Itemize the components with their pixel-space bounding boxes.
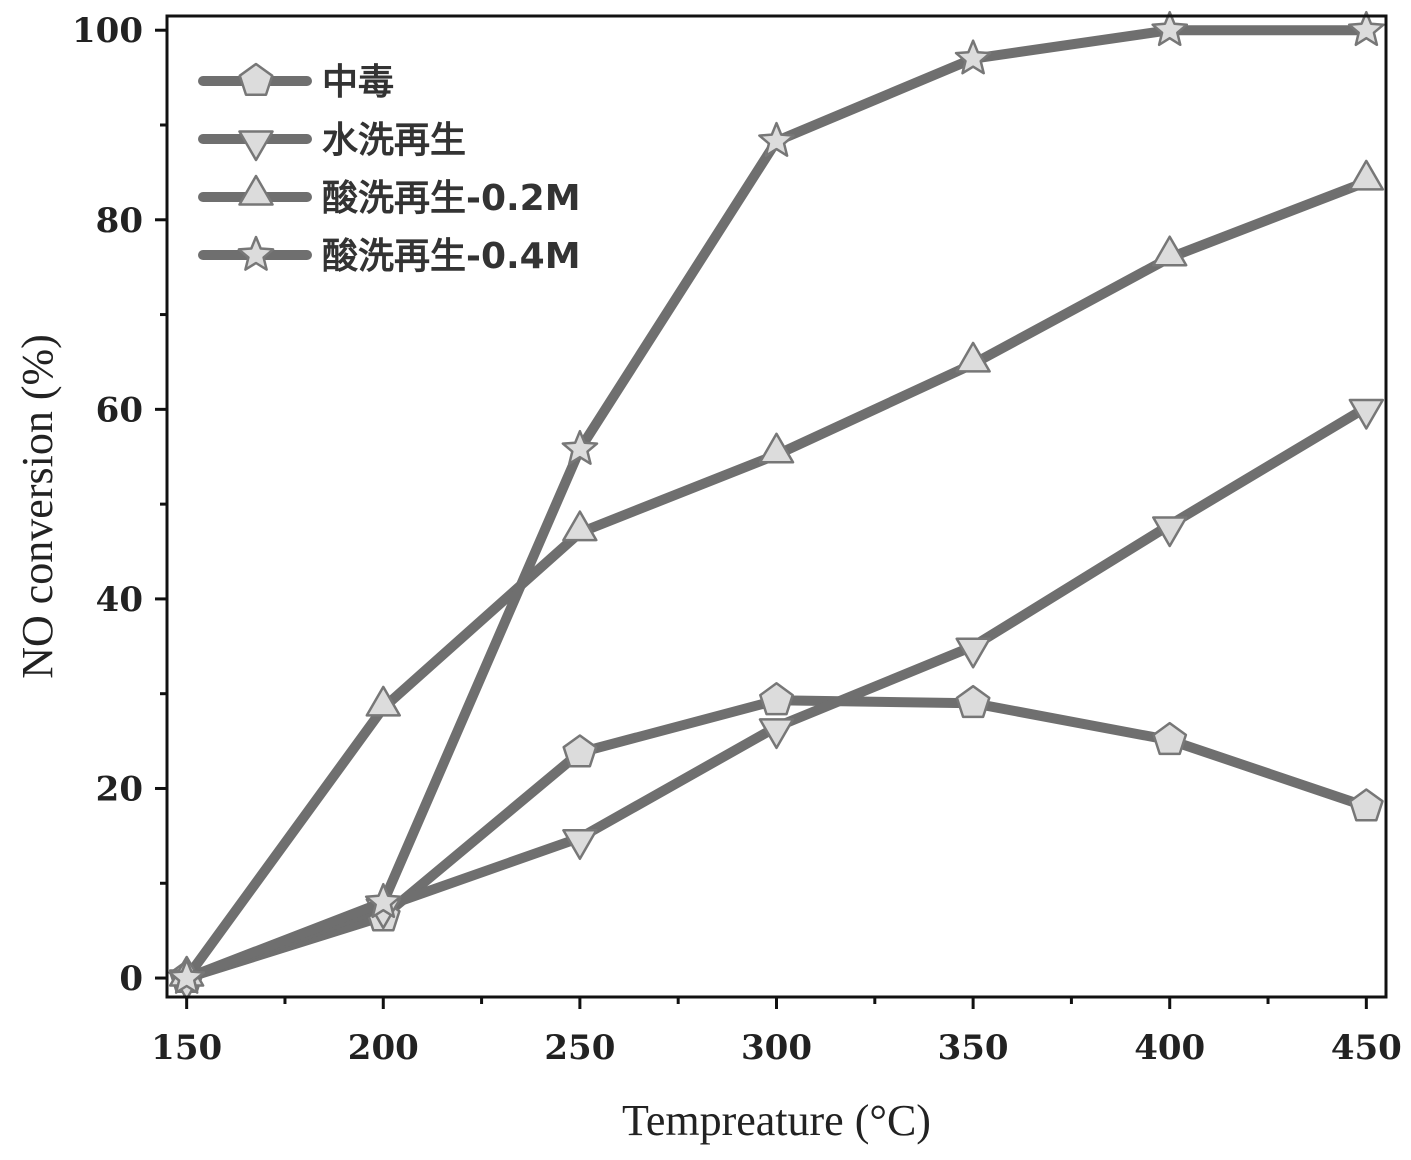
data-point	[364, 882, 402, 919]
series-line	[181, 25, 1372, 983]
data-point	[561, 429, 599, 465]
data-point	[1152, 721, 1188, 756]
data-point	[168, 958, 206, 994]
legend-label: 水洗再生	[322, 120, 466, 161]
legend-marker	[238, 62, 274, 97]
legend-item: 水洗再生	[198, 120, 466, 162]
data-point	[1151, 10, 1189, 47]
y-tick-label: 60	[96, 390, 143, 430]
data-point	[759, 682, 794, 716]
x-tick-label: 200	[348, 1028, 419, 1068]
y-tick-label: 40	[96, 580, 143, 620]
legend-marker	[238, 130, 274, 162]
data-point	[954, 39, 992, 75]
x-tick-label: 400	[1134, 1028, 1205, 1068]
ticks-layer: 150 200 250 300 350 400 450 0 20 40 60 80 100	[72, 11, 1402, 1068]
data-point	[1347, 10, 1385, 47]
data-point	[562, 829, 598, 861]
legend-marker	[238, 174, 274, 206]
series-3	[168, 159, 1385, 987]
y-tick-label: 20	[96, 769, 143, 809]
data-point	[1152, 516, 1188, 548]
data-point	[1152, 235, 1188, 267]
data-point	[955, 684, 991, 719]
y-tick-label: 80	[96, 201, 143, 241]
data-point	[955, 637, 991, 669]
data-point	[365, 685, 401, 717]
series-line	[181, 176, 1372, 983]
legend-item: 酸洗再生-0.4M	[198, 235, 581, 277]
data-point	[1348, 398, 1385, 430]
legend-item: 酸洗再生-0.2M	[198, 174, 581, 219]
data-point	[562, 734, 598, 768]
x-axis-title: Tempreature (°C)	[622, 1096, 931, 1145]
legend-label: 中毒	[322, 62, 394, 103]
data-point	[758, 432, 795, 464]
legend-label: 酸洗再生-0.4M	[322, 236, 581, 277]
x-tick-label: 300	[741, 1028, 812, 1068]
x-tick-label: 250	[544, 1028, 615, 1068]
y-axis-title: NO conversion (%)	[13, 334, 62, 679]
y-tick-label: 0	[119, 959, 143, 999]
data-point	[758, 718, 795, 750]
data-point	[955, 341, 991, 373]
y-tick-label: 100	[72, 11, 143, 51]
series-layer	[168, 10, 1385, 1001]
legend-marker	[237, 235, 275, 271]
x-tick-label: 450	[1331, 1028, 1402, 1068]
series-4	[168, 10, 1385, 994]
data-point	[1348, 159, 1385, 191]
legend-label: 酸洗再生-0.2M	[322, 178, 581, 219]
legend-item: 中毒	[198, 62, 394, 103]
data-point	[1348, 788, 1384, 822]
x-tick-label: 150	[151, 1028, 222, 1068]
data-point	[562, 510, 598, 542]
data-point	[758, 121, 795, 157]
x-tick-label: 350	[938, 1028, 1009, 1068]
